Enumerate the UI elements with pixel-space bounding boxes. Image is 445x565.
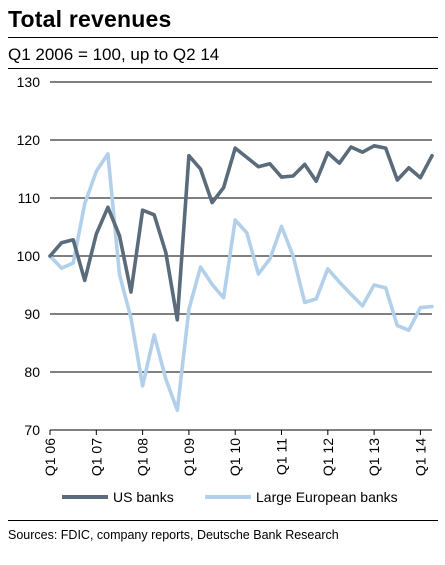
y-tick-label: 70 [24,422,40,438]
x-tick-label: Q1 07 [88,438,104,476]
legend-label-large-european-banks: Large European banks [256,489,398,505]
subtitle-rule [8,68,438,69]
x-tick-label: Q1 11 [274,438,290,475]
series-line-large-european-banks [48,152,434,413]
x-tick-label: Q1 10 [227,438,243,476]
chart-subtitle: Q1 2006 = 100, up to Q2 14 [8,45,220,64]
x-tick-label: Q1 09 [181,438,197,476]
y-tick-label: 90 [24,306,40,322]
y-tick-label: 120 [17,132,41,148]
legend: US banks Large European banks [62,489,398,505]
x-tick-label: Q1 13 [366,438,382,476]
y-tick-label: 80 [24,364,40,380]
y-tick-label: 110 [18,190,41,206]
chart-title: Total revenues [8,6,172,32]
x-tick-label: Q1 12 [320,438,336,476]
series-line-us-banks [48,144,434,322]
legend-label-us-banks: US banks [113,489,174,505]
series-lines [48,144,434,413]
y-axis-ticks: 70 80 90 100 110 120 130 [17,74,41,438]
x-axis-ticks: Q1 06 Q1 07 Q1 08 Q1 09 Q1 10 Q1 11 Q1 12 Q1 13… [42,430,428,476]
title-rule [8,37,438,38]
footer-rule [8,520,438,521]
x-tick-label: Q1 14 [412,438,428,476]
source-note: Sources: FDIC, company reports, Deutsche… [8,528,339,542]
x-tick-label: Q1 08 [135,438,151,476]
y-tick-label: 130 [17,74,41,90]
y-tick-label: 100 [17,248,41,264]
grid-lines [50,81,432,431]
x-tick-label: Q1 06 [42,438,58,476]
